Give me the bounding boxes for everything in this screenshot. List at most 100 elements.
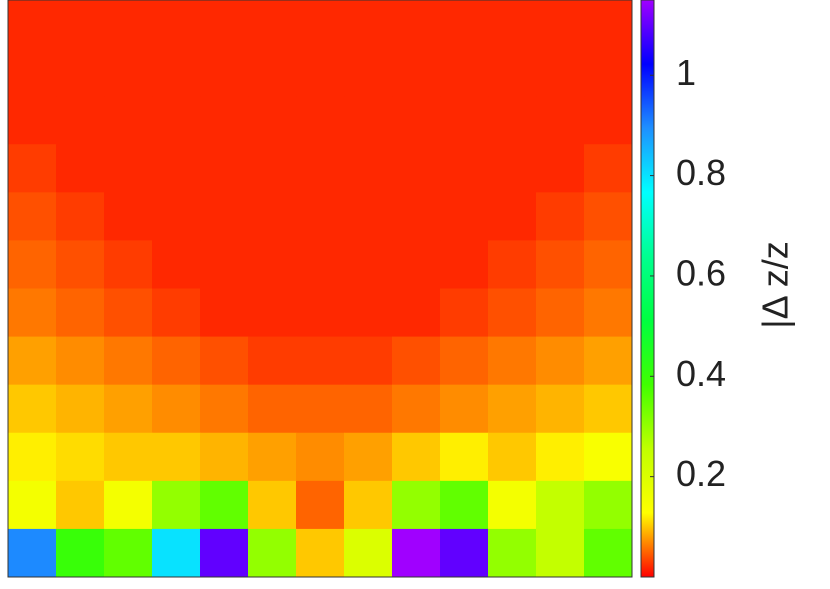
heatmap-cell <box>296 432 345 482</box>
heatmap-cell <box>488 528 537 578</box>
heatmap-cell <box>152 192 201 241</box>
heatmap-cell <box>344 0 393 49</box>
heatmap-cell <box>584 528 633 578</box>
colorbar-tick-label: 0.8 <box>676 152 726 193</box>
heatmap-cell <box>296 528 345 578</box>
heatmap-cell <box>56 48 105 97</box>
heatmap-cell <box>392 384 441 434</box>
heatmap-cell <box>152 432 201 482</box>
heatmap-cell <box>536 384 585 434</box>
heatmap-cell <box>536 240 585 289</box>
heatmap-cell <box>200 144 249 193</box>
heatmap-cell <box>584 144 633 193</box>
heatmap-cell <box>104 528 153 578</box>
heatmap-cell <box>104 144 153 193</box>
heatmap-cell <box>296 480 345 530</box>
heatmap-cell <box>248 288 297 338</box>
heatmap-cell <box>488 288 537 338</box>
heatmap-cell <box>536 0 585 49</box>
heatmap-cell <box>200 48 249 97</box>
heatmap-cell <box>248 48 297 97</box>
heatmap-cell <box>8 192 57 241</box>
heatmap-cell <box>200 336 249 386</box>
heatmap-cell <box>584 384 633 434</box>
heatmap-cell <box>200 240 249 289</box>
heatmap-cell <box>56 480 105 530</box>
heatmap-cell <box>584 0 633 49</box>
heatmap-cell <box>536 432 585 482</box>
heatmap-cell <box>488 240 537 289</box>
colorbar-tick-label: 0.2 <box>676 453 726 494</box>
heatmap-cell <box>392 480 441 530</box>
heatmap-cell <box>152 240 201 289</box>
heatmap-cell <box>248 192 297 241</box>
heatmap-cell <box>344 480 393 530</box>
heatmap-cell <box>200 0 249 49</box>
heatmap-cell <box>296 384 345 434</box>
heatmap-cell <box>392 96 441 145</box>
heatmap-cell <box>8 432 57 482</box>
heatmap-cell <box>104 96 153 145</box>
heatmap-cell <box>8 336 57 386</box>
heatmap-cell <box>344 432 393 482</box>
heatmap-cell <box>440 144 489 193</box>
heatmap-cell <box>488 96 537 145</box>
heatmap-cell <box>488 0 537 49</box>
heatmap-cell <box>56 192 105 241</box>
heatmap-cell <box>56 384 105 434</box>
plot-frame <box>7 0 633 578</box>
heatmap-cell <box>200 528 249 578</box>
heatmap-cell <box>152 48 201 97</box>
heatmap-cell <box>392 0 441 49</box>
heatmap-cell <box>344 192 393 241</box>
heatmap-cell <box>440 192 489 241</box>
heatmap-cell <box>56 336 105 386</box>
heatmap-cell <box>440 288 489 338</box>
heatmap-cell <box>584 480 633 530</box>
heatmap-cell <box>488 192 537 241</box>
heatmap-cell <box>488 48 537 97</box>
heatmap-cell <box>8 288 57 338</box>
heatmap-cell <box>536 96 585 145</box>
heatmap-cell <box>344 48 393 97</box>
heatmap-cell <box>152 480 201 530</box>
heatmap-cell <box>248 0 297 49</box>
heatmap-cell <box>440 240 489 289</box>
heatmap-cell <box>248 480 297 530</box>
heatmap-cell <box>248 528 297 578</box>
heatmap-cell <box>104 48 153 97</box>
heatmap-cell <box>56 432 105 482</box>
heatmap-cell <box>8 480 57 530</box>
heatmap-cell <box>104 384 153 434</box>
colorbar <box>640 0 655 578</box>
heatmap-cell <box>584 240 633 289</box>
heatmap-cell <box>8 0 57 49</box>
heatmap-cell <box>8 144 57 193</box>
heatmap-cell <box>536 528 585 578</box>
heatmap-cell <box>440 48 489 97</box>
heatmap-cell <box>200 96 249 145</box>
heatmap-cell <box>344 144 393 193</box>
heatmap-cell <box>584 432 633 482</box>
heatmap-cell <box>8 96 57 145</box>
heatmap-cell <box>536 192 585 241</box>
heatmap-cell <box>440 96 489 145</box>
heatmap-cell <box>152 96 201 145</box>
heatmap-cell <box>104 432 153 482</box>
heatmap-cell <box>344 384 393 434</box>
heatmap-cell <box>488 144 537 193</box>
heatmap-cell <box>536 480 585 530</box>
heatmap-cell <box>152 144 201 193</box>
colorbar-tick-label: 0.4 <box>676 353 726 394</box>
heatmap-cell <box>104 336 153 386</box>
heatmap-cell <box>296 96 345 145</box>
heatmap-cell <box>296 144 345 193</box>
heatmap-cell <box>344 96 393 145</box>
heatmap-cell <box>440 480 489 530</box>
heatmap-cell <box>392 48 441 97</box>
heatmap-cell <box>200 288 249 338</box>
heatmap-cell <box>392 336 441 386</box>
heatmap-cell <box>392 192 441 241</box>
heatmap-cell <box>152 384 201 434</box>
